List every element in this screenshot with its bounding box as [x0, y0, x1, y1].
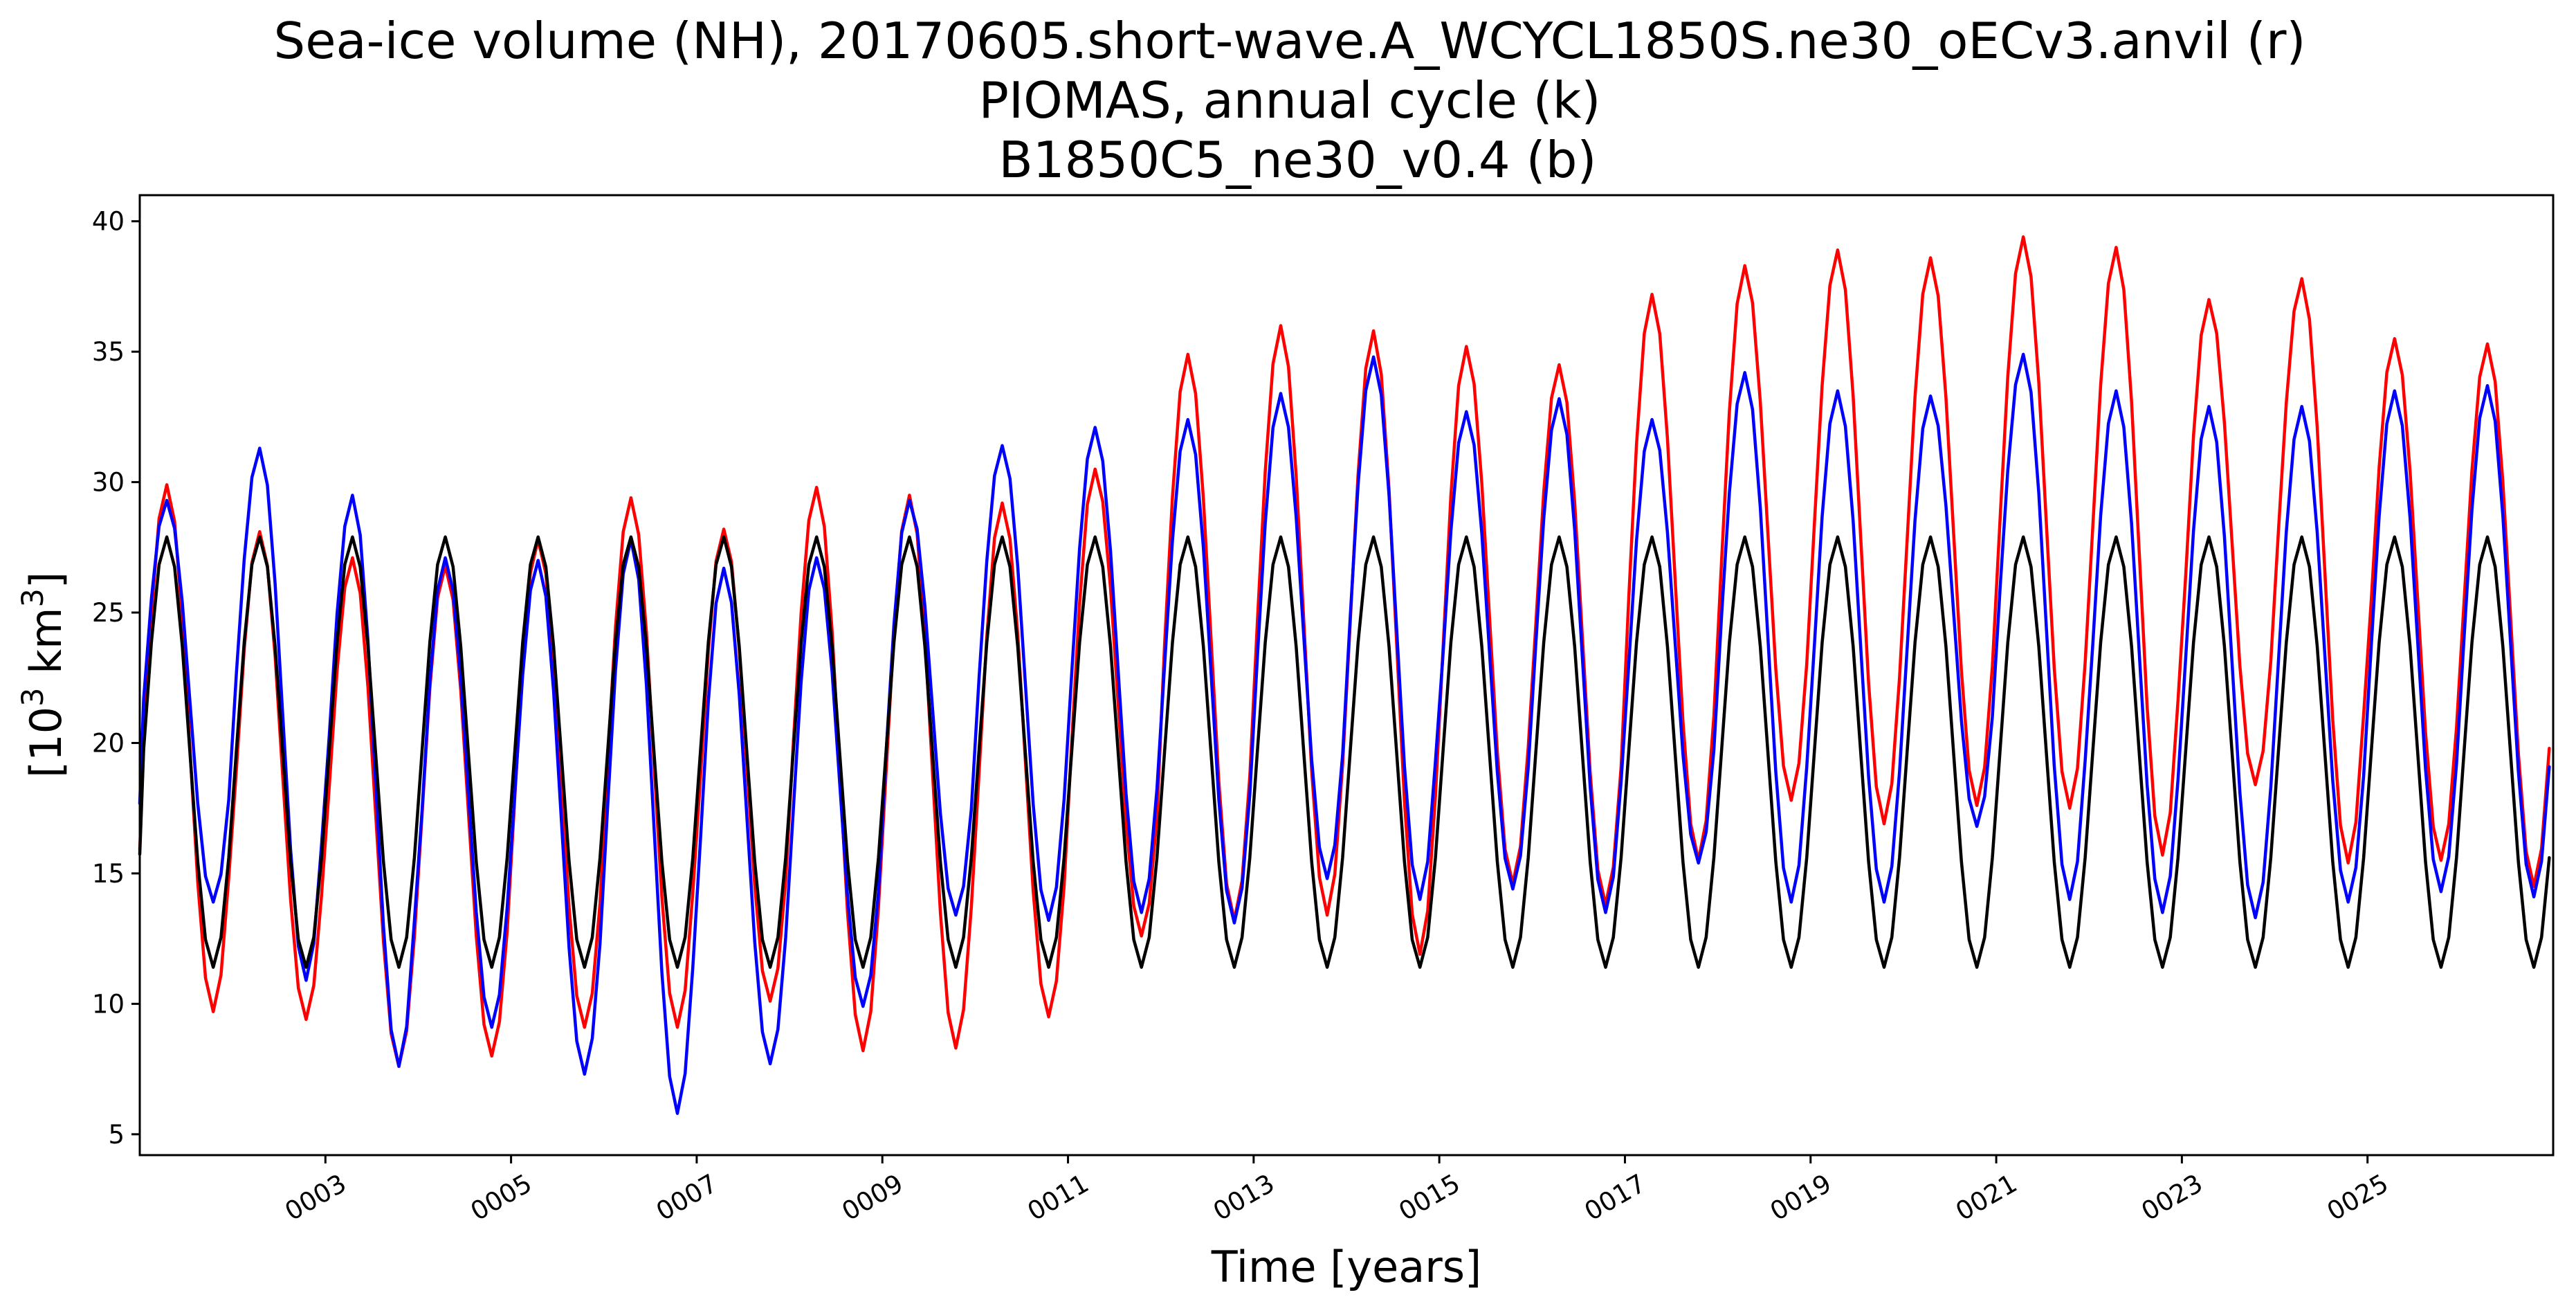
y-axis-label-exponent: 3 — [16, 688, 51, 707]
series-line-2 — [138, 535, 2551, 969]
x-axis-ticks: 0003 0005 0007 0009 0011 0013 0015 0017 0019 0021… — [280, 1155, 2393, 1226]
series-line-1 — [138, 352, 2551, 1115]
x-tick-label: 0011 — [1023, 1168, 1094, 1226]
x-tick-label: 0021 — [1951, 1168, 2022, 1226]
chart-title-line-2: PIOMAS, annual cycle (k) — [978, 71, 1600, 129]
y-tick-label: 35 — [92, 337, 125, 367]
x-tick-label: 0025 — [2322, 1168, 2393, 1226]
y-tick-label: 30 — [92, 468, 125, 498]
series-line-0 — [138, 235, 2551, 1069]
y-tick-label: 20 — [92, 728, 125, 758]
x-tick-label: 0013 — [1208, 1168, 1279, 1226]
y-tick-label: 15 — [92, 859, 125, 889]
y-tick-label: 5 — [108, 1120, 125, 1150]
x-tick-label: 0015 — [1394, 1168, 1465, 1226]
chart-title-line-3: B1850C5_ne30_v0.4 (b) — [983, 131, 1596, 189]
y-axis-label: [103 km3] — [16, 572, 71, 778]
chart-title-line-1: Sea-ice volume (NH), 20170605.short-wave… — [273, 12, 2305, 70]
x-tick-label: 0009 — [837, 1168, 908, 1226]
y-axis-label-close: ] — [21, 572, 71, 588]
x-tick-label: 0017 — [1580, 1168, 1651, 1226]
plot-area-frame — [138, 194, 2555, 1157]
x-tick-label: 0005 — [466, 1168, 537, 1226]
x-axis-label: Time [years] — [1211, 1242, 1481, 1292]
y-axis-ticks: 5 10 15 20 25 30 35 40 — [92, 207, 140, 1150]
x-tick-label: 0023 — [2137, 1168, 2208, 1226]
x-tick-label: 0003 — [280, 1168, 351, 1226]
y-axis-label-unit: km — [21, 608, 71, 688]
y-tick-label: 10 — [92, 989, 125, 1019]
y-tick-label: 40 — [92, 207, 125, 237]
y-axis-label-unit-exponent: 3 — [16, 588, 51, 607]
series-layer — [138, 235, 2551, 1115]
y-axis-label-base: [10 — [21, 707, 71, 778]
x-tick-label: 0019 — [1765, 1168, 1836, 1226]
x-tick-label: 0007 — [651, 1168, 722, 1226]
y-tick-label: 25 — [92, 598, 125, 628]
